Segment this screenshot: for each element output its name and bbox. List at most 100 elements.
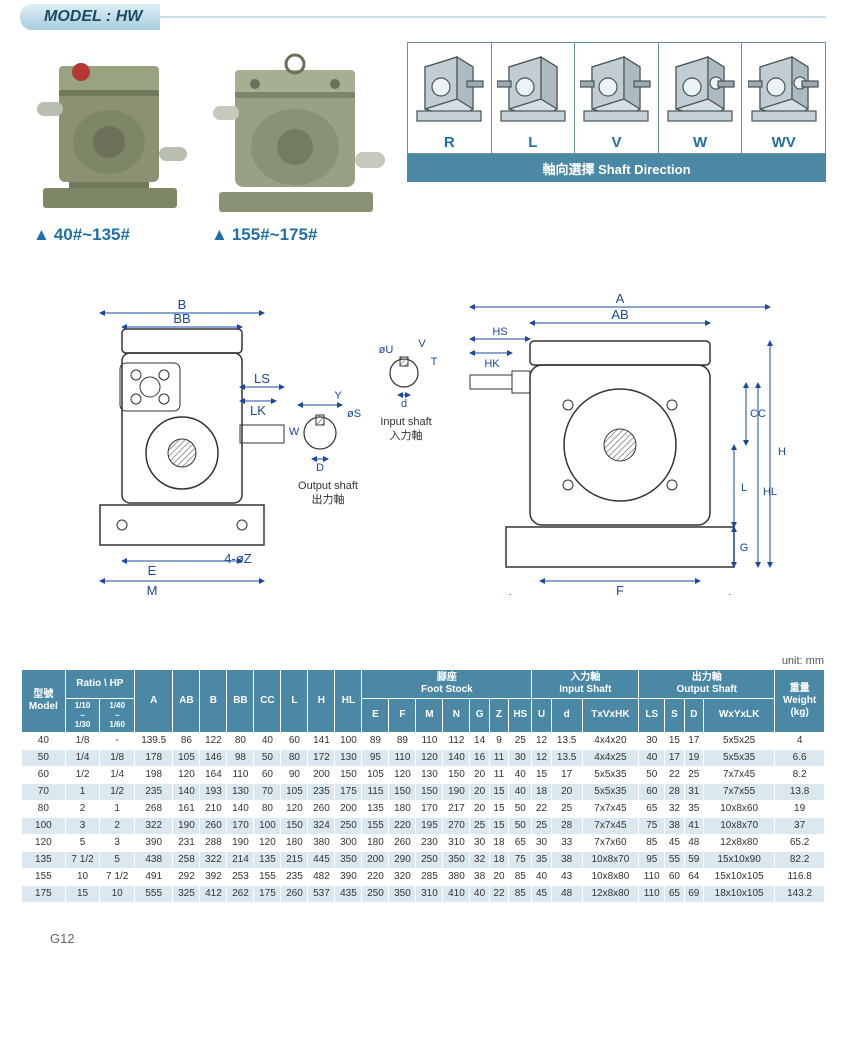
output-en: Output shaft <box>298 480 358 492</box>
table-cell: 170 <box>227 817 254 834</box>
table-cell: 35 <box>684 800 703 817</box>
table-cell: 48 <box>551 885 582 902</box>
table-cell: 5 <box>100 851 135 868</box>
table-cell: 7x7x55 <box>704 783 775 800</box>
table-cell: 95 <box>362 749 389 766</box>
shaft-label: V <box>575 134 658 151</box>
table-cell: 70 <box>254 783 281 800</box>
th-H: H <box>308 670 335 733</box>
table-cell: 105 <box>281 783 308 800</box>
gearbox-photo-large <box>211 42 389 217</box>
table-cell: 18 <box>489 851 508 868</box>
table-cell: 45 <box>532 885 551 902</box>
spec-table: 型號 Model Ratio \ HP A AB B BB CC L H HL … <box>21 669 825 903</box>
table-cell: 350 <box>389 885 416 902</box>
table-cell: 235 <box>308 783 335 800</box>
table-cell: 32 <box>665 800 684 817</box>
table-cell: 13.5 <box>551 749 582 766</box>
th-CC: CC <box>254 670 281 733</box>
table-cell: 22 <box>665 766 684 783</box>
table-cell: 22 <box>532 800 551 817</box>
table-cell: 300 <box>335 834 362 851</box>
table-cell: 292 <box>173 868 200 885</box>
table-cell: 250 <box>335 817 362 834</box>
th-AB: AB <box>173 670 200 733</box>
table-cell: 5 <box>65 834 100 851</box>
table-cell: 86 <box>173 732 200 749</box>
table-cell: 105 <box>362 766 389 783</box>
table-cell: 80 <box>254 800 281 817</box>
table-cell: 28 <box>551 817 582 834</box>
table-cell: 190 <box>443 783 470 800</box>
table-cell: 15x10x90 <box>704 851 775 868</box>
th-F: F <box>389 699 416 733</box>
table-cell: 43 <box>551 868 582 885</box>
shaft-WV: WV <box>742 43 825 153</box>
shaft-direction-bar: 軸向選擇 Shaft Direction <box>407 154 826 182</box>
table-cell: 30 <box>509 749 532 766</box>
table-cell: 141 <box>308 732 335 749</box>
shaft-label: WV <box>742 134 825 151</box>
table-cell: 40 <box>509 783 532 800</box>
dim-AB: AB <box>611 307 628 322</box>
table-cell: 20 <box>470 766 489 783</box>
triangle-icon: ▲ <box>211 225 228 244</box>
table-cell: 25 <box>551 800 582 817</box>
table-cell: 215 <box>281 851 308 868</box>
table-head: 型號 Model Ratio \ HP A AB B BB CC L H HL … <box>22 670 825 733</box>
table-cell: 8.2 <box>775 766 825 783</box>
table-cell: - <box>100 732 135 749</box>
table-cell: 5x5x25 <box>704 732 775 749</box>
table-cell: 3 <box>65 817 100 834</box>
table-cell: 150 <box>281 817 308 834</box>
table-body: 401/8-139.586122804060141100898911011214… <box>22 732 825 902</box>
table-cell: 392 <box>200 868 227 885</box>
th-L: L <box>281 670 308 733</box>
table-cell: 85 <box>509 868 532 885</box>
table-cell: 19 <box>684 749 703 766</box>
shaft-L: L <box>492 43 576 153</box>
th-HL: HL <box>335 670 362 733</box>
table-cell: 25 <box>470 817 489 834</box>
table-cell: 288 <box>200 834 227 851</box>
table-cell: 322 <box>200 851 227 868</box>
th-input: 入力軸 Input Shaft <box>532 670 639 699</box>
table-row: 155107 1/2491292392253155235482390220320… <box>22 868 825 885</box>
table-cell: 250 <box>416 851 443 868</box>
dim-oS: øS <box>347 408 361 420</box>
table-cell: 48 <box>684 834 703 851</box>
dim-LK: LK <box>250 403 266 418</box>
th-output: 出力軸 Output Shaft <box>639 670 775 699</box>
table-cell: 38 <box>551 851 582 868</box>
table-cell: 200 <box>362 851 389 868</box>
gearbox-photo-small <box>33 42 193 217</box>
table-cell: 412 <box>200 885 227 902</box>
triangle-icon: ▲ <box>33 225 50 244</box>
table-cell: 325 <box>173 885 200 902</box>
table-cell: 1/2 <box>100 783 135 800</box>
table-cell: 85 <box>639 834 665 851</box>
input-cn: 入力軸 <box>390 428 423 442</box>
table-cell: 260 <box>200 817 227 834</box>
th-ratio-hp: Ratio \ HP <box>65 670 134 699</box>
table-row: 401/8-139.586122804060141100898911011214… <box>22 732 825 749</box>
table-cell: 65 <box>509 834 532 851</box>
table-cell: 260 <box>308 800 335 817</box>
table-cell: 482 <box>308 868 335 885</box>
table-cell: 11 <box>489 749 508 766</box>
table-cell: 161 <box>173 800 200 817</box>
table-cell: 190 <box>227 834 254 851</box>
header-line <box>160 16 826 18</box>
table-cell: 322 <box>134 817 172 834</box>
table-cell: 220 <box>389 817 416 834</box>
table-cell: 193 <box>200 783 227 800</box>
dim-BB: BB <box>173 311 190 326</box>
dim-T: T <box>431 356 438 368</box>
table-cell: 1/4 <box>100 766 135 783</box>
table-cell: 20 <box>551 783 582 800</box>
table-cell: 70 <box>22 783 66 800</box>
th-foot: 腳座 Foot Stock <box>362 670 532 699</box>
table-cell: 435 <box>335 885 362 902</box>
table-cell: 40 <box>532 868 551 885</box>
table-row: 501/41/817810514698508017213095110120140… <box>22 749 825 766</box>
